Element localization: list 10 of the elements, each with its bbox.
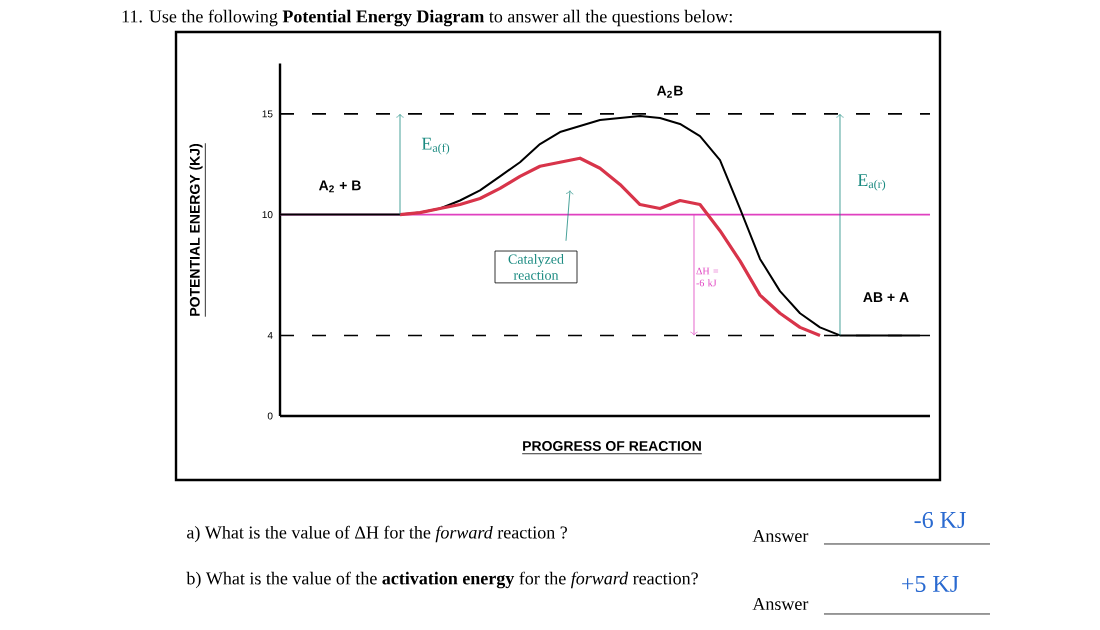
annotation: E$_{a(f)}$: [421, 137, 450, 155]
text: Answer: [752, 597, 809, 611]
text: -6 KJ: [914, 511, 966, 529]
line-series: [398, 156, 822, 338]
text: +5 KJ: [902, 576, 959, 592]
text: b) What is the value of the activation energy for the forward reaction?: [186, 571, 698, 589]
annotation: E$_{a(r)}$: [857, 174, 886, 191]
text: a) What is the value of ΔH for the forward reaction ?: [187, 525, 567, 543]
text: Answer: [752, 529, 809, 543]
chart-title: 11. Use the following Potential Energy Diagram to answer all the questions below:: [122, 9, 732, 27]
